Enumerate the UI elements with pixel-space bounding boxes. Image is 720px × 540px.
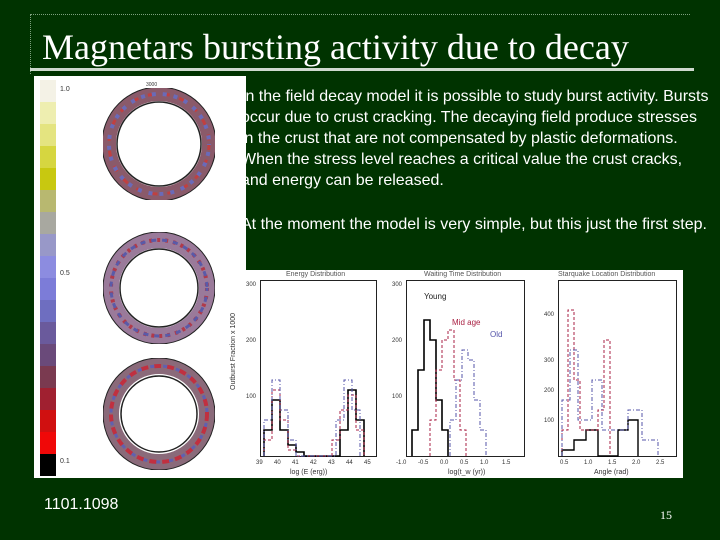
energy-ytick: 300 xyxy=(246,282,257,288)
colorbar-label-mid: 0.5 xyxy=(60,270,70,277)
body-paragraph-1: In the field decay model it is possible … xyxy=(241,88,709,189)
energy-xtick: 43 xyxy=(328,460,335,466)
colorbar-label-top: 1.0 xyxy=(60,86,70,93)
starquake-xtick: 2.0 xyxy=(632,460,641,466)
waiting-ytick: 300 xyxy=(392,282,403,288)
title-underline xyxy=(30,68,694,71)
stress-ring-top xyxy=(103,88,215,200)
waiting-xtick: 0.0 xyxy=(440,460,449,466)
figure-top-label: 3000 xyxy=(146,82,158,88)
starquake-plot-area xyxy=(558,280,677,457)
waiting-panel-title: Waiting Time Distribution xyxy=(424,271,502,278)
energy-plot-area xyxy=(260,280,377,457)
energy-panel-ylabel: Outburst Fraction x 1000 xyxy=(230,312,237,390)
energy-xtick: 42 xyxy=(310,460,317,466)
energy-ytick: 100 xyxy=(246,394,257,400)
annotation-mid-age: Mid age xyxy=(452,318,481,327)
slide-title: Magnetars bursting activity due to decay xyxy=(42,27,629,67)
energy-xtick: 44 xyxy=(346,460,353,466)
energy-distribution-panel: Energy Distribution Outburst Fraction x … xyxy=(228,270,378,478)
starquake-ytick: 300 xyxy=(544,358,555,364)
top-dotted-rule xyxy=(30,14,690,16)
starquake-xtick: 0.5 xyxy=(560,460,569,466)
colorbar xyxy=(40,80,56,476)
stress-ring-middle xyxy=(103,232,215,344)
starquake-xtick: 1.5 xyxy=(608,460,617,466)
arxiv-reference: 1101.1098 xyxy=(44,496,119,513)
starquake-location-panel: Starquake Location Distribution 400 300 … xyxy=(530,270,683,478)
starquake-xtick: 2.5 xyxy=(656,460,665,466)
starquake-panel-title: Starquake Location Distribution xyxy=(558,271,656,278)
waiting-xtick: -1.0 xyxy=(396,460,407,466)
annotation-young: Young xyxy=(424,292,447,301)
body-paragraph-2: At the moment the model is very simple, … xyxy=(241,216,707,233)
waiting-plot-area xyxy=(406,280,525,457)
waiting-panel-xlabel: log(t_w (yr)) xyxy=(448,469,486,476)
waiting-ytick: 100 xyxy=(392,394,403,400)
waiting-xtick: -0.5 xyxy=(418,460,429,466)
colorbar-label-bottom: 0.1 xyxy=(60,458,70,465)
stress-ring-bottom xyxy=(103,358,215,470)
energy-xtick: 39 xyxy=(256,460,263,466)
energy-xtick: 41 xyxy=(292,460,299,466)
left-dotted-rule xyxy=(30,14,32,74)
starquake-ytick: 400 xyxy=(544,312,555,318)
waiting-time-panel: Waiting Time Distribution 300 200 100 Yo… xyxy=(378,270,530,478)
page-number: 15 xyxy=(660,508,672,522)
energy-panel-xlabel: log (E (erg)) xyxy=(290,469,328,476)
starquake-xtick: 1.0 xyxy=(584,460,593,466)
annotation-old: Old xyxy=(490,330,503,339)
waiting-ytick: 200 xyxy=(392,338,403,344)
energy-ytick: 200 xyxy=(246,338,257,344)
waiting-xtick: 1.0 xyxy=(480,460,489,466)
energy-xtick: 45 xyxy=(364,460,371,466)
energy-xtick: 40 xyxy=(274,460,281,466)
starquake-ytick: 200 xyxy=(544,388,555,394)
waiting-xtick: 1.5 xyxy=(502,460,511,466)
starquake-panel-xlabel: Angle (rad) xyxy=(594,469,629,476)
distribution-histograms: Energy Distribution Outburst Fraction x … xyxy=(228,270,683,478)
starquake-ytick: 100 xyxy=(544,418,555,424)
waiting-xtick: 0.5 xyxy=(460,460,469,466)
energy-panel-title: Energy Distribution xyxy=(286,271,346,278)
